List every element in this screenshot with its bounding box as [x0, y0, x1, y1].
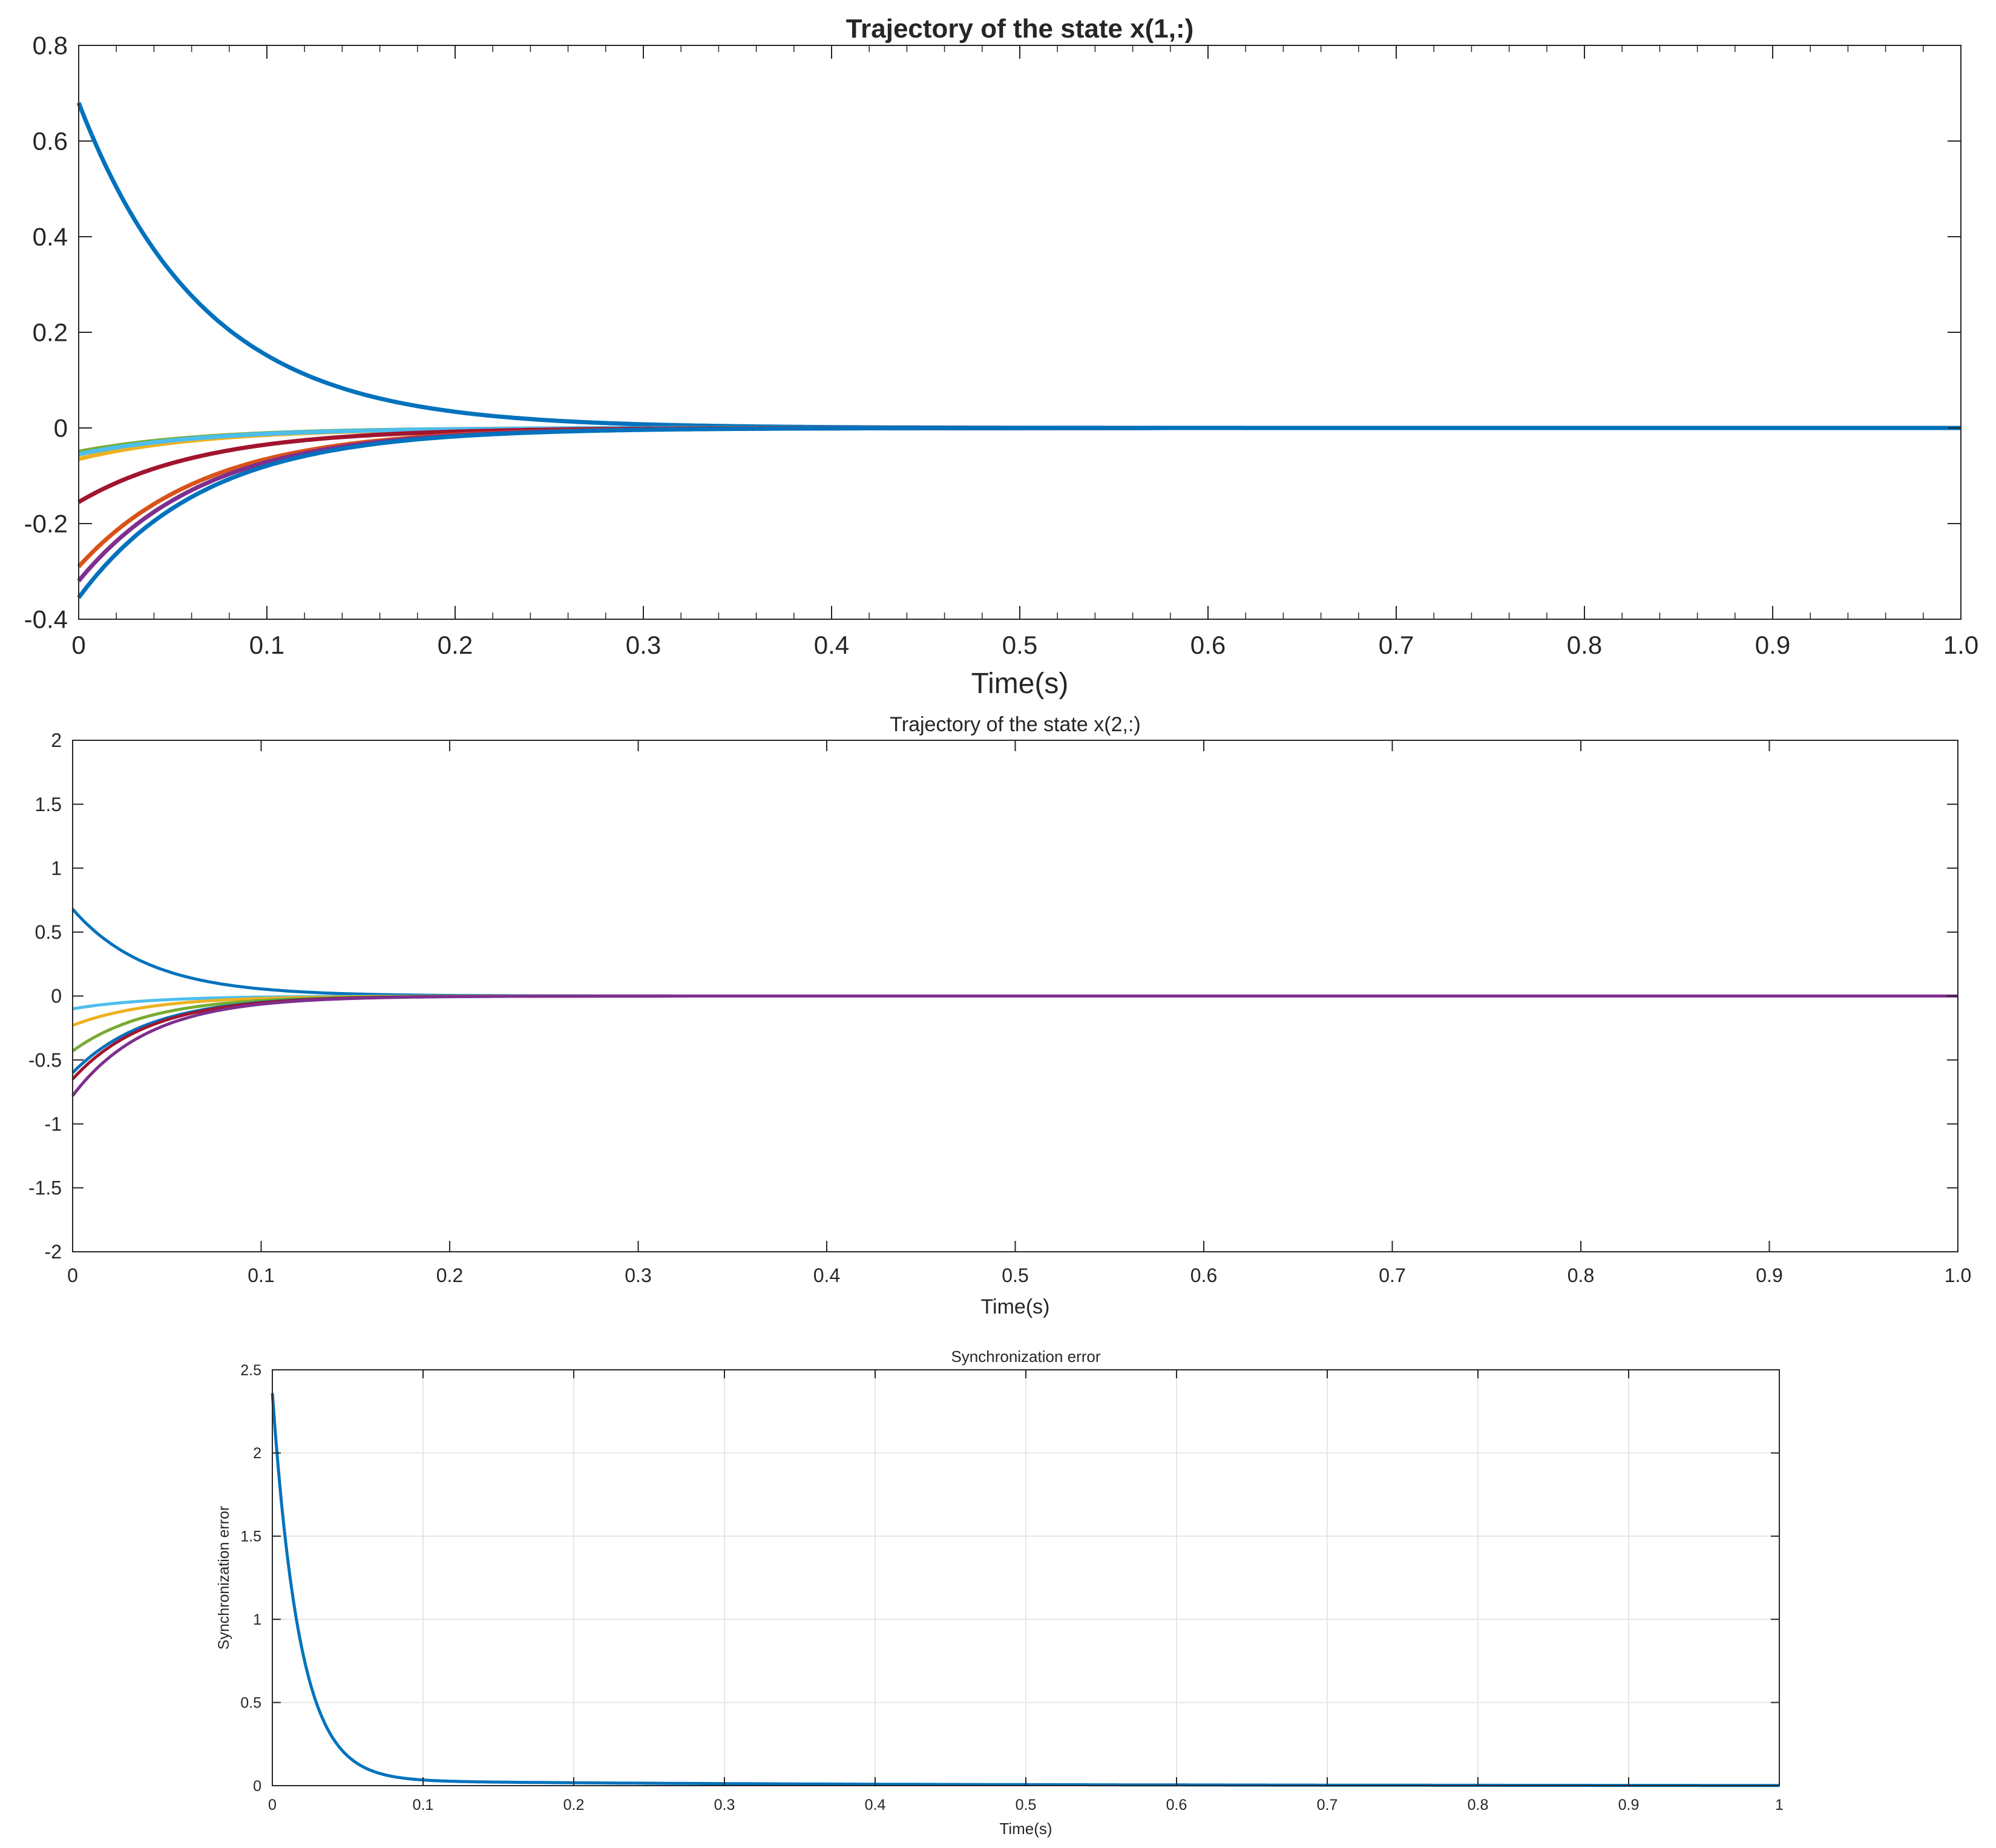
series-line-3: [72, 995, 1958, 1027]
x-tick-label: 0.1: [413, 1797, 434, 1813]
x-tick-label: 0.7: [1317, 1797, 1338, 1813]
x-tick-label: 0.3: [625, 1264, 651, 1286]
series-line-7: [77, 426, 1961, 583]
chart-title: Synchronization error: [951, 1347, 1100, 1366]
series-line-7: [71, 995, 1958, 1097]
x-tick-label: 0.6: [1190, 631, 1226, 659]
x-tick-label: 0.2: [438, 631, 473, 659]
x-tick-label: 0.4: [865, 1797, 886, 1813]
x-tick-label: 0: [67, 1264, 78, 1286]
y-tick-label: 0.4: [33, 223, 68, 251]
x-tick-label: 1.0: [1943, 631, 1978, 659]
x-tick-label: 0.1: [249, 631, 284, 659]
series-line-1: [76, 102, 1961, 430]
y-tick-label: 1: [253, 1611, 261, 1628]
y-tick-label: -0.4: [24, 605, 68, 634]
x-tick-label: 0.2: [563, 1797, 585, 1813]
x-tick-label: 0.5: [1016, 1797, 1037, 1813]
y-tick-label: 2.5: [240, 1362, 261, 1379]
y-tick-label: -1.5: [28, 1177, 62, 1199]
y-tick-label: 0: [54, 414, 68, 442]
y-tick-label: 2: [51, 729, 62, 751]
series-line-5: [77, 426, 1961, 504]
series-line-1: [71, 908, 1958, 998]
x-axis-label: Time(s): [999, 1820, 1052, 1838]
x-tick-label: 0.3: [626, 631, 661, 659]
x-axis-label: Time(s): [971, 668, 1069, 700]
x-axis-label: Time(s): [981, 1295, 1050, 1318]
x-tick-label: 1.0: [1945, 1264, 1971, 1286]
y-tick-label: 0.5: [35, 921, 62, 943]
series-line-6: [77, 426, 1961, 568]
x-tick-label: 0.9: [1618, 1797, 1640, 1813]
x-tick-label: 0.7: [1379, 1264, 1405, 1286]
series-line-5: [71, 995, 1958, 1074]
y-tick-label: 1.5: [35, 794, 62, 815]
series-line-6: [71, 995, 1958, 1080]
y-tick-label: 0.8: [33, 31, 68, 60]
chart-title: Trajectory of the state x(1,:): [846, 14, 1194, 44]
x-tick-label: 0: [268, 1797, 277, 1813]
x-tick-label: 0.5: [1002, 1264, 1028, 1286]
x-tick-label: 0.4: [814, 631, 849, 659]
y-tick-label: 0.2: [33, 318, 68, 347]
chart-panel-1: 0 0.1 0.2 0.3 0.4 0.5 0.6 0.7 0.8 0.9 1.0 -0.4 -0.2 0…: [24, 14, 1979, 700]
x-tick-label: 0.4: [813, 1264, 840, 1286]
axes-box: [78, 45, 1962, 620]
x-tick-label: 0.6: [1166, 1797, 1187, 1813]
x-tick-label: 0.3: [714, 1797, 735, 1813]
y-tick-label: 0: [253, 1778, 261, 1795]
y-tick-label: 0.6: [33, 127, 68, 156]
x-tick-label: 0.7: [1379, 631, 1414, 659]
x-tick-label: 0.9: [1756, 1264, 1782, 1286]
x-tick-label: 0.8: [1468, 1797, 1489, 1813]
x-tick-label: 0.1: [248, 1264, 274, 1286]
x-tick-label: 0.8: [1568, 1264, 1594, 1286]
y-tick-label: 0: [51, 985, 62, 1007]
y-tick-label: 1: [51, 857, 62, 879]
series-line-8: [77, 426, 1961, 599]
x-tick-label: 0: [71, 631, 85, 659]
chart-panel-3: 0 0.1 0.2 0.3 0.4 0.5 0.6 0.7 0.8 0.9 1 0 0.5 1 1.5 2 2.…: [215, 1347, 1784, 1838]
y-axis-label: Synchronization error: [215, 1506, 232, 1650]
y-tick-label: 2: [253, 1445, 261, 1462]
chart-panel-2: 0 0.1 0.2 0.3 0.4 0.5 0.6 0.7 0.8 0.9 1.0 -2 -1.5 -1 -…: [28, 713, 1971, 1318]
x-tick-label: 0.8: [1567, 631, 1602, 659]
y-tick-label: -0.2: [24, 510, 68, 538]
y-tick-label: -2: [45, 1241, 62, 1263]
chart-title: Trajectory of the state x(2,:): [890, 713, 1140, 736]
y-tick-label: -0.5: [28, 1049, 62, 1071]
y-tick-label: 1.5: [240, 1528, 261, 1545]
x-tick-label: 0.6: [1190, 1264, 1217, 1286]
series-line-4: [71, 995, 1958, 1053]
x-tick-label: 0.5: [1002, 631, 1037, 659]
y-tick-label: -1: [45, 1113, 62, 1135]
x-tick-label: 1: [1775, 1797, 1784, 1813]
y-tick-label: 0.5: [240, 1694, 261, 1711]
x-tick-label: 0.9: [1755, 631, 1790, 659]
x-tick-label: 0.2: [436, 1264, 463, 1286]
